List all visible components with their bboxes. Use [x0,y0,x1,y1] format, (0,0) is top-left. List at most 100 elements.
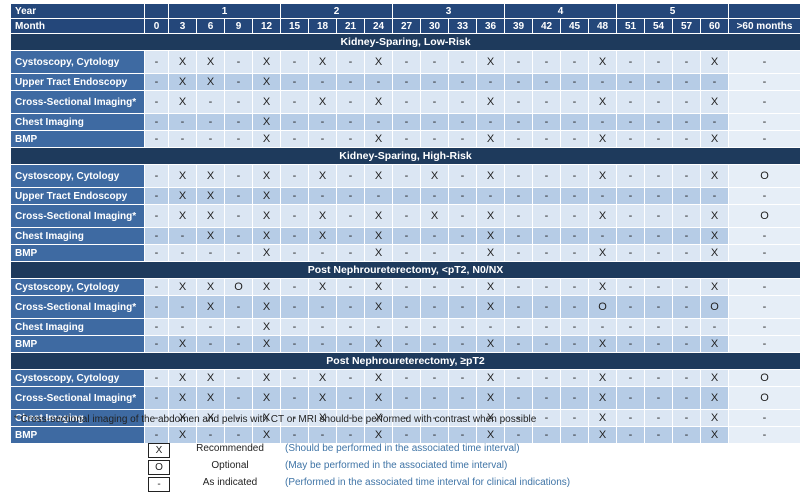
schedule-cell: - [532,130,561,148]
schedule-cell: - [144,187,169,205]
legend-term-recommended: Recommended [196,443,264,454]
year-beyond-spacer [728,3,800,19]
schedule-cell: X [308,50,337,74]
legend-desc-recommended: (Should be performed in the associated t… [285,443,520,454]
schedule-cell: - [144,278,169,296]
schedule-cell: - [560,50,589,74]
schedule-cell: - [336,130,365,148]
schedule-cell: - [336,318,365,336]
schedule-cell: X [196,164,225,188]
schedule-cell: X [588,335,617,353]
schedule-cell: - [560,409,589,427]
schedule-cell: - [616,73,645,91]
schedule-cell: - [504,335,533,353]
row-label: Upper Tract Endoscopy [10,73,145,91]
schedule-cell: - [700,187,729,205]
year-header-row: Year 1 2 3 4 5 [10,3,800,19]
schedule-cell: - [224,73,253,91]
schedule-cell: - [280,90,309,114]
schedule-cell: - [168,130,197,148]
schedule-cell: - [672,335,701,353]
schedule-cell: - [420,227,449,245]
row-label: BMP [10,335,145,353]
schedule-cell: - [420,295,449,319]
schedule-cell: - [336,73,365,91]
schedule-cell: X [476,50,505,74]
schedule-cell: - [168,318,197,336]
schedule-cell: X [476,369,505,387]
schedule-cell: - [672,113,701,131]
schedule-cell: - [196,426,225,444]
section-title: Kidney-Sparing, Low-Risk [10,33,800,51]
schedule-cell: X [308,369,337,387]
month-col-header: 21 [336,18,365,34]
schedule-cell: - [504,244,533,262]
schedule-cell: X [364,227,393,245]
schedule-cell: - [224,335,253,353]
schedule-cell: - [560,244,589,262]
schedule-cell: - [336,426,365,444]
schedule-cell: X [364,164,393,188]
schedule-cell: - [280,50,309,74]
schedule-cell: X [476,204,505,228]
schedule-cell: X [588,164,617,188]
schedule-cell: - [644,164,673,188]
schedule-cell: - [728,318,800,336]
schedule-cell: - [336,90,365,114]
schedule-cell: X [588,278,617,296]
schedule-cell: - [336,335,365,353]
schedule-cell: - [392,386,421,410]
schedule-cell: X [168,386,197,410]
section-header-row: Post Nephroureterectomy, ≥pT2 [10,352,800,370]
schedule-cell: - [196,335,225,353]
schedule-cell: - [672,278,701,296]
legend-term-optional: Optional [211,460,249,471]
schedule-cell: - [672,130,701,148]
schedule-cell: - [280,386,309,410]
schedule-cell: - [532,50,561,74]
row-label: BMP [10,130,145,148]
schedule-cell: - [280,227,309,245]
schedule-cell: - [280,335,309,353]
schedule-cell: - [420,386,449,410]
schedule-cell: - [532,409,561,427]
schedule-cell: X [476,278,505,296]
schedule-cell: X [588,130,617,148]
schedule-cell: - [728,227,800,245]
schedule-cell: - [672,318,701,336]
row-label: Chest Imaging [10,227,145,245]
schedule-cell: - [672,204,701,228]
year-5: 5 [616,3,729,19]
schedule-cell: - [728,187,800,205]
month-col-header: 24 [364,18,393,34]
legend-symbol-optional: O [148,460,170,475]
schedule-cell: - [224,369,253,387]
schedule-cell: - [644,318,673,336]
schedule-cell: - [392,295,421,319]
schedule-cell: X [168,369,197,387]
month-col-header: 60 [700,18,729,34]
table-row: Cross-Sectional Imaging* - - X - X - - - X - - - X - - -… [10,295,800,319]
schedule-cell: - [644,50,673,74]
schedule-cell: X [476,227,505,245]
schedule-cell: X [252,244,281,262]
schedule-cell: X [252,204,281,228]
schedule-cell: - [560,187,589,205]
schedule-cell: - [308,130,337,148]
schedule-cell: - [448,50,477,74]
schedule-cell: X [364,244,393,262]
schedule-cell: X [700,426,729,444]
schedule-cell: X [252,369,281,387]
schedule-cell: - [224,113,253,131]
schedule-cell: - [280,426,309,444]
schedule-cell: - [224,204,253,228]
section-title: Post Nephroureterectomy, <pT2, N0/NX [10,261,800,279]
schedule-cell: - [420,90,449,114]
schedule-cell: - [560,295,589,319]
schedule-cell: - [144,318,169,336]
schedule-cell: - [560,130,589,148]
schedule-cell: - [336,409,365,427]
schedule-cell: X [476,386,505,410]
schedule-cell: - [420,409,449,427]
schedule-cell: - [224,426,253,444]
